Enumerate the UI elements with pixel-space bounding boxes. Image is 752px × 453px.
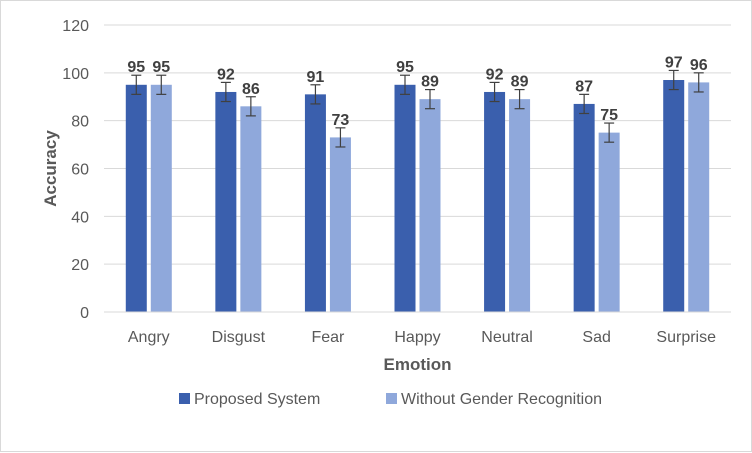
legend-label-series-2: Without Gender Recognition	[401, 391, 602, 408]
bars	[125, 80, 710, 313]
bar-surprise-series-2	[688, 82, 710, 313]
bar-happy-series-1	[394, 84, 416, 313]
data-label-sad-series-1: 87	[575, 78, 593, 95]
y-tick-label-20: 20	[71, 257, 89, 274]
data-label-happy-series-2: 89	[421, 74, 439, 91]
y-tick-label-40: 40	[71, 209, 89, 226]
x-tick-label-fear: Fear	[311, 329, 345, 346]
bar-happy-series-2	[419, 99, 441, 313]
legend-swatch-series-2	[386, 393, 397, 404]
bar-angry-series-1	[125, 84, 147, 313]
data-label-disgust-series-1: 92	[217, 66, 235, 83]
bar-angry-series-2	[150, 84, 172, 313]
y-tick-label-120: 120	[62, 18, 89, 35]
legend: Proposed System Without Gender Recognitio…	[179, 391, 602, 408]
bar-neutral-series-2	[509, 99, 531, 313]
bar-surprise-series-1	[663, 80, 685, 312]
y-axis-title: Accuracy	[41, 130, 60, 207]
x-tick-label-sad: Sad	[582, 329, 610, 346]
y-tick-label-60: 60	[71, 162, 89, 179]
x-tick-label-neutral: Neutral	[481, 329, 533, 346]
data-label-neutral-series-1: 92	[486, 66, 504, 83]
x-tick-label-surprise: Surprise	[656, 329, 716, 346]
data-labels: 95 95 92 86 91 73 95 89 92 89 87 75 97 96	[127, 54, 707, 128]
data-label-fear-series-2: 73	[332, 112, 350, 129]
data-label-disgust-series-2: 86	[242, 81, 260, 98]
y-tick-label-80: 80	[71, 114, 89, 131]
data-label-angry-series-2: 95	[152, 59, 170, 76]
data-label-surprise-series-2: 96	[690, 57, 708, 74]
bar-sad-series-2	[598, 132, 620, 312]
error-bars	[131, 69, 704, 148]
x-axis-categories: Angry Disgust Fear Happy Neutral Sad Surprise	[128, 329, 716, 346]
gridlines	[104, 24, 731, 265]
data-label-fear-series-1: 91	[307, 69, 325, 86]
y-tick-label-0: 0	[80, 305, 89, 322]
bar-sad-series-1	[573, 103, 595, 312]
data-label-happy-series-1: 95	[396, 59, 414, 76]
bar-fear-series-1	[304, 94, 326, 312]
x-axis-title: Emotion	[384, 355, 452, 374]
y-axis-ticks: 0 20 40 60 80 100 120	[62, 18, 89, 322]
x-tick-label-disgust: Disgust	[212, 329, 266, 346]
bar-disgust-series-2	[240, 106, 262, 312]
x-tick-label-happy: Happy	[394, 329, 440, 346]
bar-disgust-series-1	[215, 91, 237, 312]
data-label-angry-series-1: 95	[127, 59, 145, 76]
y-tick-label-100: 100	[62, 66, 89, 83]
data-label-sad-series-2: 75	[600, 107, 618, 124]
data-label-neutral-series-2: 89	[511, 74, 529, 91]
bar-fear-series-2	[329, 137, 351, 312]
legend-swatch-series-1	[179, 393, 190, 404]
legend-label-series-1: Proposed System	[194, 391, 320, 408]
x-tick-label-angry: Angry	[128, 329, 170, 346]
data-label-surprise-series-1: 97	[665, 54, 683, 71]
bar-neutral-series-1	[484, 91, 506, 312]
